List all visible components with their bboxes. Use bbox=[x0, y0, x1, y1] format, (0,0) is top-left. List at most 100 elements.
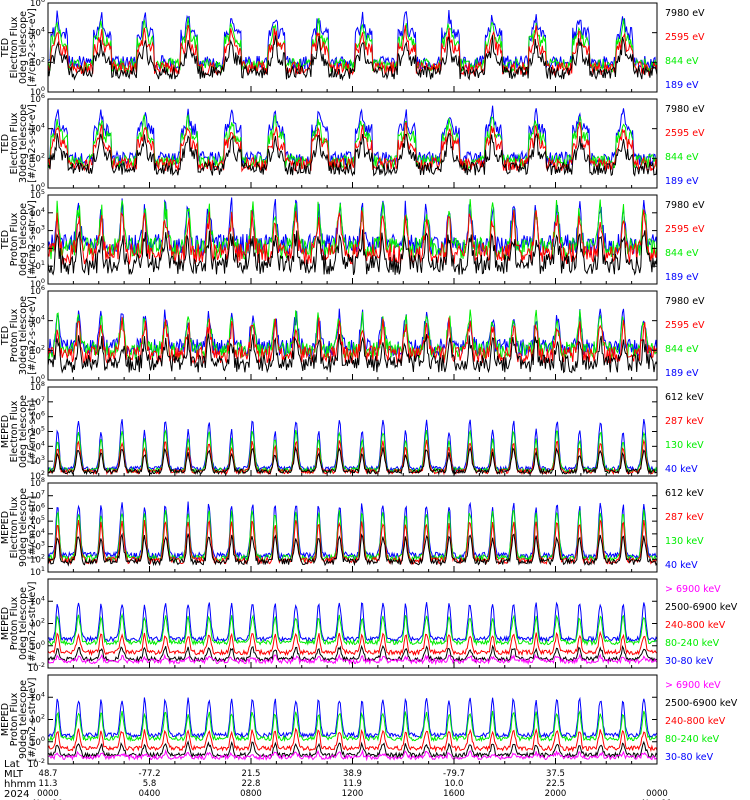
row-label-lat: Lat bbox=[4, 759, 20, 770]
x-tick-label: 0400 bbox=[139, 789, 161, 799]
series-line-7980-ev bbox=[47, 35, 658, 82]
legend-entry: 189 eV bbox=[665, 272, 699, 283]
series-line-30-80-kev bbox=[47, 696, 658, 739]
row-label-hhmm: hhmm bbox=[4, 779, 37, 790]
legend-entry: 80-240 keV bbox=[665, 734, 720, 745]
y-axis-label: MEPEDProton Flux90deg telescope[#/cm2-s-… bbox=[0, 678, 38, 762]
x-tick-label: 1200 bbox=[342, 789, 364, 799]
x-tick-label: 38.9 bbox=[343, 769, 362, 779]
y-axis-label: MEPEDElectron Flux0deg telescope[#/cm2-s… bbox=[0, 395, 38, 468]
y-tick-label: 101 bbox=[30, 565, 45, 578]
legend-entry: 2500-6900 keV bbox=[665, 602, 738, 613]
legend-entry: 240-800 keV bbox=[665, 716, 726, 727]
series-line-40-kev bbox=[47, 419, 658, 473]
legend-entry: 189 eV bbox=[665, 176, 699, 187]
legend-entry: 189 eV bbox=[665, 368, 699, 379]
x-tick-label: 2000 bbox=[545, 789, 567, 799]
x-tick-label: 0000 bbox=[37, 789, 59, 799]
series-line-189-ev bbox=[47, 9, 658, 71]
series-line-2500-6900-kev bbox=[47, 644, 657, 663]
y-tick-label: 106 bbox=[30, 0, 45, 9]
series-line-80-240-kev bbox=[47, 709, 658, 743]
series-line-7980-ev bbox=[47, 132, 658, 177]
series-line-7980-ev bbox=[47, 229, 658, 276]
legend-entry: 2595 eV bbox=[665, 224, 705, 235]
y-axis-label: TEDProton Flux0deg telescope[#/cm2-s-str… bbox=[0, 200, 38, 279]
panel-frame bbox=[47, 578, 658, 669]
legend-entry: 80-240 keV bbox=[665, 638, 720, 649]
x-tick-label: 21.5 bbox=[242, 769, 261, 779]
panel-frame bbox=[47, 674, 658, 765]
y-axis-label: MEPEDElectron Flux90deg telescope[#/cm2-… bbox=[0, 488, 38, 567]
series-line-240-800-kev bbox=[47, 727, 658, 753]
legend-entry: 287 keV bbox=[665, 416, 704, 427]
x-tick-label: -79.7 bbox=[443, 769, 465, 779]
legend-entry: 40 keV bbox=[665, 464, 698, 475]
legend-entry: 844 eV bbox=[665, 248, 699, 259]
y-axis-label: TEDElectron Flux30deg telescope[#/cm2-s-… bbox=[0, 104, 38, 183]
y-axis-label: TEDElectron Flux0deg telescope[#/cm2-s-s… bbox=[0, 8, 38, 87]
series-line-2595-ev bbox=[47, 24, 658, 77]
x-tick-label: 5.8 bbox=[143, 779, 157, 789]
legend-entry: 7980 eV bbox=[665, 8, 705, 19]
legend-entry: 30-80 keV bbox=[665, 752, 714, 763]
series-line-2595-ev bbox=[47, 121, 658, 173]
legend-entry: 130 keV bbox=[665, 440, 704, 451]
legend-entry: 7980 eV bbox=[665, 104, 705, 115]
legend-entry: 844 eV bbox=[665, 56, 699, 67]
legend-entry: 30-80 keV bbox=[665, 656, 714, 667]
x-tick-label: 10.0 bbox=[445, 779, 464, 789]
x-tick-label: 48.7 bbox=[39, 769, 58, 779]
x-tick-label: 37.5 bbox=[546, 769, 565, 779]
legend-entry: 130 keV bbox=[665, 536, 704, 547]
series-line-189-ev bbox=[47, 105, 658, 167]
legend-entry: 2595 eV bbox=[665, 32, 705, 43]
x-tick-label: 22.8 bbox=[242, 779, 261, 789]
legend-entry: 2595 eV bbox=[665, 128, 705, 139]
x-tick-label: -77.2 bbox=[139, 769, 161, 779]
series-line-80-240-kev bbox=[47, 612, 658, 647]
series-line-844-ev bbox=[47, 17, 658, 74]
legend-entry: 844 eV bbox=[665, 344, 699, 355]
legend-entry: 287 keV bbox=[665, 512, 704, 523]
x-tick-label: 1600 bbox=[443, 789, 465, 799]
legend-entry: 189 eV bbox=[665, 80, 699, 91]
series-line-844-ev bbox=[47, 113, 658, 170]
y-axis-label: TEDProton Flux30deg telescope[#/cm2-s-st… bbox=[0, 296, 38, 375]
series-line-7980-ev bbox=[47, 333, 658, 374]
x-tick-label: 11.9 bbox=[343, 779, 362, 789]
row-label-mlt: MLT bbox=[4, 769, 23, 780]
y-axis-label: MEPEDProton Flux0deg telescope[#/cm2-s-s… bbox=[0, 582, 38, 666]
legend-entry: 2500-6900 keV bbox=[665, 698, 738, 709]
legend-entry: > 6900 keV bbox=[665, 680, 721, 691]
series-line-2595-ev bbox=[47, 316, 658, 365]
series-line-30-80-kev bbox=[47, 601, 658, 644]
x-tick-label: 0800 bbox=[240, 789, 262, 799]
row-label-year: 2024 bbox=[4, 789, 30, 800]
x-tick-label: 11.3 bbox=[39, 779, 58, 789]
x-tick-label: 22.5 bbox=[546, 779, 565, 789]
x-tick-label: 0000 bbox=[646, 789, 668, 799]
panel-frame bbox=[47, 386, 658, 477]
series-line-130-kev bbox=[47, 429, 658, 475]
legend-entry: 240-800 keV bbox=[665, 620, 726, 631]
series-line-130-kev bbox=[47, 509, 658, 564]
legend-entry: 2595 eV bbox=[665, 320, 705, 331]
legend-entry: 7980 eV bbox=[665, 200, 705, 211]
series-line-40-kev bbox=[47, 501, 658, 561]
legend-entry: 612 keV bbox=[665, 488, 704, 499]
legend-entry: 40 keV bbox=[665, 560, 698, 571]
legend-entry: 844 eV bbox=[665, 152, 699, 163]
series-line-612-kev bbox=[47, 532, 658, 567]
legend-entry: 7980 eV bbox=[665, 296, 705, 307]
legend-entry: > 6900 keV bbox=[665, 584, 721, 595]
